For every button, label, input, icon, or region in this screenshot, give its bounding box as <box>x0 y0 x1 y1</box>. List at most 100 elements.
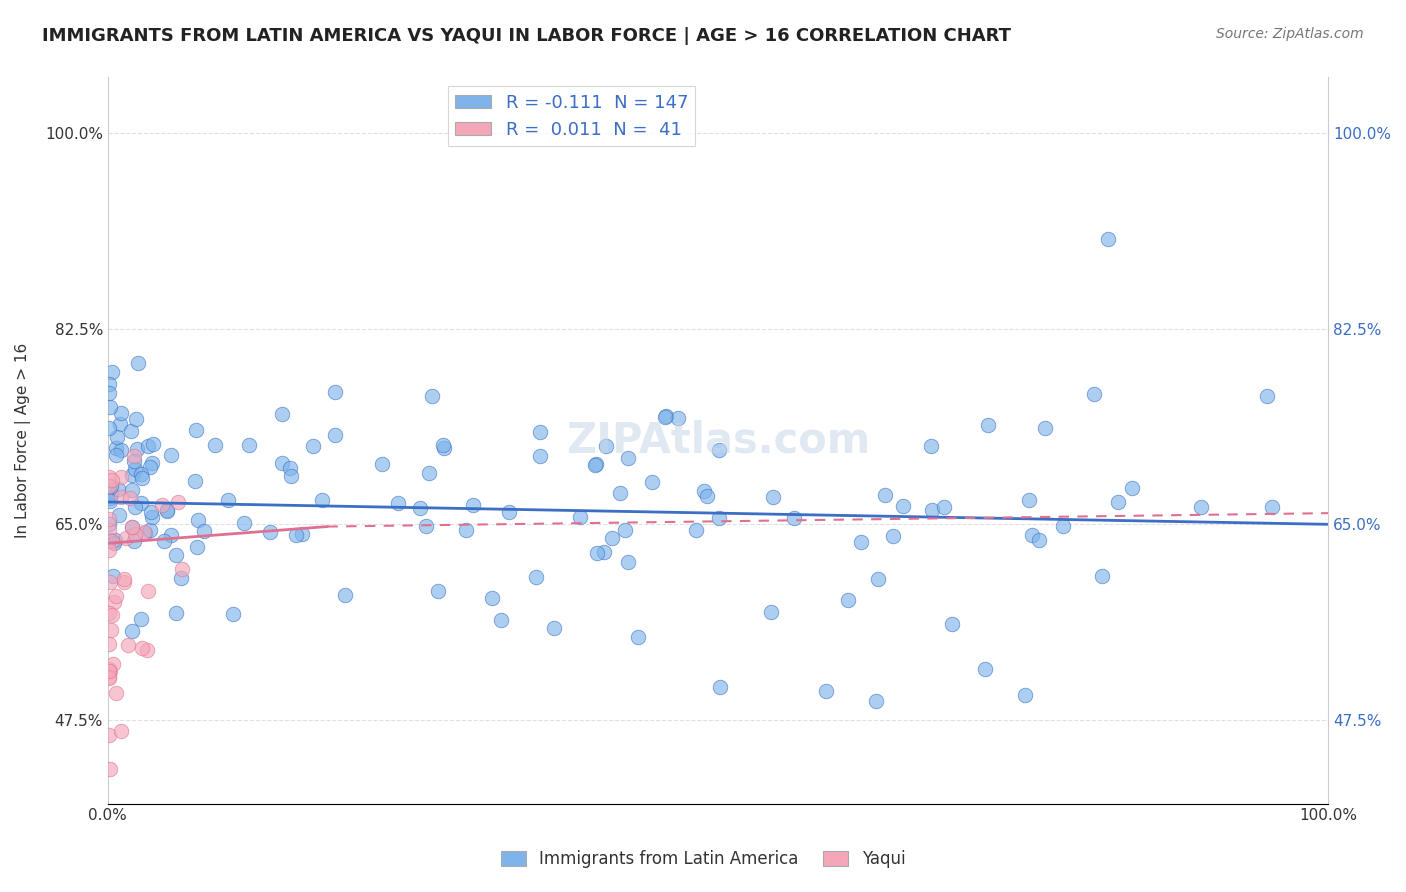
Point <box>433 441 456 455</box>
Point <box>233 516 256 531</box>
Point <box>891 500 914 514</box>
Legend: Immigrants from Latin America, Yaqui: Immigrants from Latin America, Yaqui <box>494 844 912 875</box>
Point <box>849 535 872 549</box>
Point <box>105 685 128 699</box>
Point <box>98 516 121 531</box>
Point <box>585 458 607 473</box>
Point <box>481 591 503 606</box>
Point <box>426 584 449 599</box>
Point <box>131 470 153 484</box>
Point <box>654 409 676 424</box>
Point <box>418 466 440 480</box>
Point <box>132 525 155 540</box>
Point <box>932 500 955 514</box>
Point <box>127 356 149 370</box>
Point <box>114 572 136 586</box>
Point <box>156 504 179 518</box>
Point <box>101 607 124 622</box>
Point <box>186 540 208 554</box>
Point <box>311 493 333 508</box>
Legend: R = -0.111  N = 147, R =  0.011  N =  41: R = -0.111 N = 147, R = 0.011 N = 41 <box>447 87 695 146</box>
Point <box>184 475 207 489</box>
Point <box>100 623 122 637</box>
Point <box>529 450 551 464</box>
Point <box>98 377 121 392</box>
Point <box>1097 232 1119 246</box>
Point <box>1028 533 1050 547</box>
Point <box>325 384 347 399</box>
Point <box>121 520 143 534</box>
Point <box>585 457 607 471</box>
Point <box>586 546 609 560</box>
Point <box>160 528 183 542</box>
Point <box>170 571 193 585</box>
Point <box>129 612 152 626</box>
Point <box>103 595 125 609</box>
Point <box>98 512 121 526</box>
Point <box>600 531 623 545</box>
Point <box>110 417 132 431</box>
Point <box>124 450 146 464</box>
Point <box>627 630 650 644</box>
Point <box>110 490 132 504</box>
Point <box>762 490 785 504</box>
Point <box>153 533 176 548</box>
Point <box>98 400 121 414</box>
Point <box>98 728 121 742</box>
Point <box>135 643 157 657</box>
Point <box>103 657 125 671</box>
Point <box>463 499 485 513</box>
Point <box>302 439 325 453</box>
Point <box>1107 495 1129 509</box>
Y-axis label: In Labor Force | Age > 16: In Labor Force | Age > 16 <box>15 343 31 538</box>
Point <box>498 505 520 519</box>
Point <box>131 496 153 510</box>
Point <box>193 524 215 538</box>
Point <box>105 430 128 444</box>
Point <box>122 534 145 549</box>
Point <box>666 410 689 425</box>
Point <box>98 670 121 684</box>
Point <box>98 479 121 493</box>
Point <box>167 495 190 509</box>
Point <box>415 519 437 533</box>
Point <box>98 494 121 508</box>
Point <box>323 428 346 442</box>
Point <box>98 470 121 484</box>
Point <box>124 461 146 475</box>
Point <box>124 500 146 514</box>
Point <box>98 523 121 537</box>
Point <box>98 664 121 678</box>
Point <box>409 500 432 515</box>
Point <box>238 437 260 451</box>
Point <box>112 575 135 590</box>
Point <box>124 412 146 426</box>
Point <box>131 467 153 482</box>
Point <box>387 496 409 510</box>
Point <box>98 637 121 651</box>
Point <box>815 684 838 698</box>
Point <box>707 443 730 458</box>
Point <box>184 423 207 437</box>
Point <box>291 527 314 541</box>
Point <box>131 641 153 656</box>
Point <box>420 389 443 403</box>
Point <box>98 671 121 685</box>
Point <box>121 624 143 638</box>
Point <box>117 638 139 652</box>
Point <box>685 523 707 537</box>
Point <box>98 762 121 776</box>
Point <box>655 409 678 423</box>
Point <box>696 489 718 503</box>
Point <box>284 527 307 541</box>
Point <box>120 491 142 505</box>
Point <box>1035 420 1057 434</box>
Point <box>280 460 302 475</box>
Point <box>127 442 149 456</box>
Point <box>104 448 127 462</box>
Point <box>121 483 143 497</box>
Point <box>110 406 132 420</box>
Point <box>107 483 129 497</box>
Point <box>98 542 121 557</box>
Point <box>941 616 963 631</box>
